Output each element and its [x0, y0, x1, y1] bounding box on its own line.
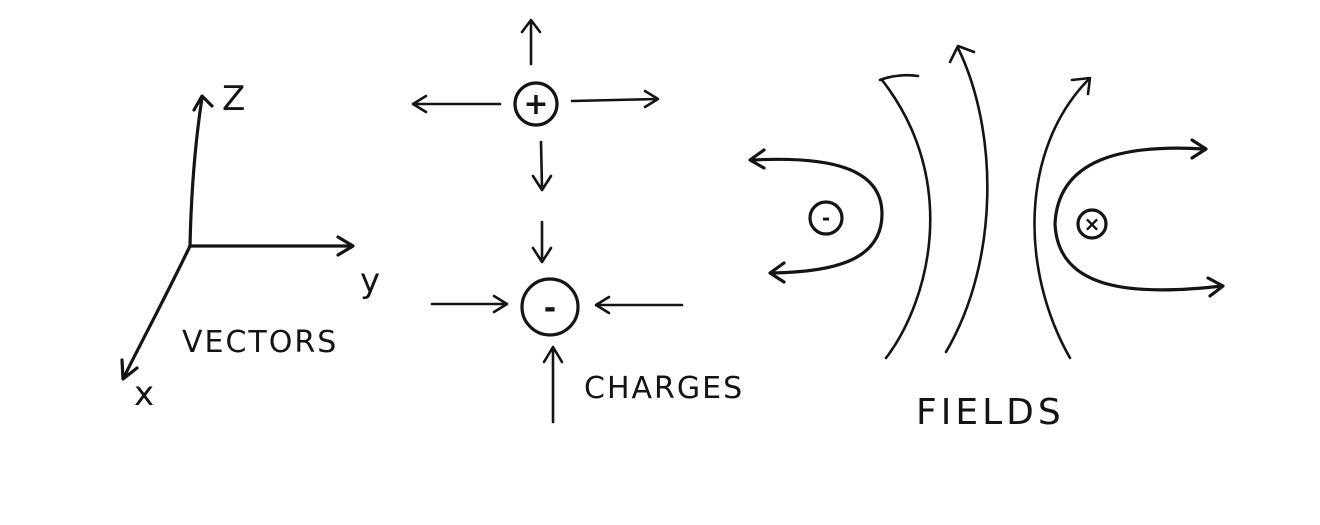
- left-field-charge-circle: [808, 200, 844, 236]
- field-line-1-arrow: [878, 73, 920, 82]
- field-line-1: [880, 78, 932, 360]
- fields-diagram: - × FIELDS: [748, 44, 1225, 433]
- field-line-2-arrow: [948, 44, 976, 64]
- x-axis-arrowhead: [120, 358, 139, 381]
- positive-down-arrow: [531, 140, 553, 192]
- right-field-charge-sign: ×: [1084, 212, 1101, 236]
- y-axis-arrowhead: [336, 235, 355, 257]
- right-field-charge-circle: [1076, 208, 1108, 240]
- vectors-caption: VECTORS: [182, 325, 338, 360]
- field-line-2: [944, 46, 989, 354]
- positive-right-arrow: [570, 89, 660, 109]
- x-axis-label: x: [134, 374, 154, 414]
- y-axis-label: y: [360, 261, 380, 301]
- vectors-diagram: Z y x VECTORS: [120, 79, 380, 414]
- field-line-3: [1033, 78, 1090, 360]
- right-field-loop-arrow-top: [1190, 138, 1208, 160]
- negative-right-arrow: [594, 295, 684, 315]
- negative-bottom-arrow: [542, 345, 564, 424]
- negative-charge-sign: -: [544, 291, 556, 326]
- charges-caption: CHARGES: [584, 371, 744, 406]
- left-field-loop-arrow-top: [748, 148, 766, 170]
- negative-top-arrow: [531, 220, 553, 264]
- left-field-charge-sign: -: [822, 206, 830, 230]
- left-field-loop: [750, 157, 884, 275]
- positive-left-arrow: [411, 94, 502, 114]
- negative-charge-circle: [520, 277, 580, 337]
- fields-caption: FIELDS: [916, 392, 1065, 433]
- charges-diagram: + - CHARGES: [411, 18, 744, 424]
- z-axis-line: [188, 96, 204, 248]
- negative-left-arrow: [430, 294, 509, 314]
- x-axis-line: [122, 244, 192, 379]
- positive-up-arrow: [520, 18, 542, 66]
- left-field-loop-arrow-bottom: [768, 261, 786, 284]
- positive-charge-circle: [513, 81, 559, 127]
- field-line-3-arrow: [1070, 76, 1092, 96]
- z-axis-arrowhead: [192, 94, 214, 112]
- right-field-loop-arrow-bottom: [1206, 276, 1225, 298]
- right-field-loop: [1053, 146, 1224, 292]
- z-axis-label: Z: [222, 79, 245, 119]
- positive-charge-sign: +: [523, 87, 548, 122]
